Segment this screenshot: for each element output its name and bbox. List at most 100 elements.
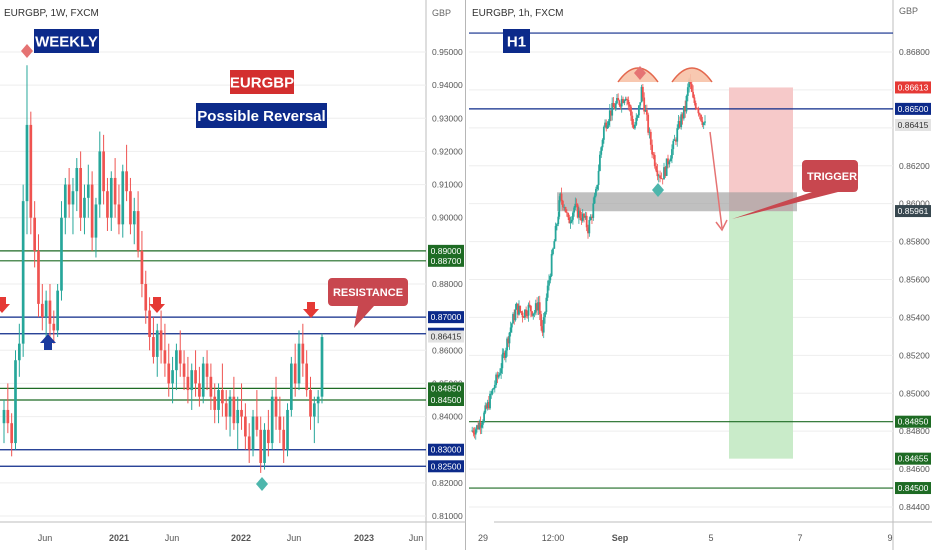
hourly-y-tick-label: 0.86800 xyxy=(899,47,930,57)
hourly-candle-body xyxy=(639,102,642,106)
hourly-candle-body xyxy=(598,154,601,171)
weekly-level-badge xyxy=(428,460,464,473)
top-pivot-diamond-icon xyxy=(20,44,33,58)
weekly-candle-body xyxy=(94,204,98,238)
hourly-candle-body xyxy=(644,110,647,112)
hourly-candle-body xyxy=(546,285,549,298)
hourly-candle-body xyxy=(544,311,546,318)
hourly-candle-body xyxy=(557,216,560,225)
hourly-price-badge-label: 0.84655 xyxy=(898,454,929,464)
weekly-current-price-badge xyxy=(428,330,464,343)
hourly-level-badge xyxy=(895,415,931,428)
weekly-chart-pane[interactable] xyxy=(0,51,426,517)
hourly-candle-body xyxy=(661,178,664,180)
weekly-candle-body xyxy=(213,396,217,410)
hourly-candle-body xyxy=(501,354,504,369)
hourly-candle-body xyxy=(688,79,691,88)
weekly-candle-body xyxy=(140,250,144,284)
hourly-candle-body xyxy=(620,98,623,107)
hourly-candle-body xyxy=(536,303,539,311)
weekly-level-badge xyxy=(428,244,464,257)
hourly-candle-body xyxy=(524,309,526,318)
hourly-candle-body xyxy=(583,213,585,218)
hourly-candle-body xyxy=(576,204,579,218)
hourly-chart-pane[interactable] xyxy=(469,32,893,508)
weekly-candle-body xyxy=(152,337,155,357)
hourly-candle-body xyxy=(652,154,655,156)
hourly-level-badge-label: 0.86500 xyxy=(898,104,929,114)
hourly-candle-body xyxy=(645,110,648,115)
weekly-candle-body xyxy=(286,409,289,450)
hourly-candle-body xyxy=(610,110,612,116)
hourly-chart-header: EURGBP, 1h, FXCM xyxy=(472,8,564,19)
weekly-candle-body xyxy=(236,409,240,424)
projection-line xyxy=(709,131,723,229)
weekly-candle-body xyxy=(90,184,94,238)
hourly-candle-body xyxy=(634,124,636,129)
top-pivot-diamond-icon xyxy=(634,66,646,80)
weekly-candle-body xyxy=(67,184,71,205)
hourly-candle-body xyxy=(600,147,603,155)
hourly-candle-body xyxy=(702,122,705,125)
hourly-candle-body xyxy=(526,315,529,317)
weekly-candle-body xyxy=(259,429,263,463)
weekly-candle-body xyxy=(136,211,140,251)
weekly-x-tick-label: 2023 xyxy=(354,533,374,543)
weekly-candle-body xyxy=(190,370,194,391)
hourly-badge xyxy=(503,29,530,53)
weekly-candle-body xyxy=(86,184,90,198)
weekly-candle-body xyxy=(113,177,117,205)
symbol-title-badge-label: EURGBP xyxy=(230,74,294,91)
hourly-candle-body xyxy=(616,97,618,104)
weekly-candle-body xyxy=(106,191,109,218)
hourly-candle-body xyxy=(533,312,536,314)
hourly-candle-body xyxy=(564,206,567,213)
hourly-candle-body xyxy=(505,350,507,358)
hourly-y-tick-label: 0.84800 xyxy=(899,426,930,436)
hourly-candle-body xyxy=(684,106,687,112)
double-top-arc-right xyxy=(671,67,713,83)
hourly-candle-body xyxy=(632,124,635,129)
weekly-candle-body xyxy=(33,217,36,251)
weekly-candle-body xyxy=(37,250,40,304)
hourly-x-tick-label: Sep xyxy=(612,533,629,543)
weekly-candle-body xyxy=(221,390,224,404)
hourly-candle-body xyxy=(685,95,688,112)
hourly-candle-body xyxy=(613,107,616,110)
hourly-candle-body xyxy=(675,139,677,142)
hourly-candle-body xyxy=(480,424,483,428)
hourly-candle-body xyxy=(588,220,591,234)
weekly-level-badge xyxy=(428,254,464,267)
hourly-candle-body xyxy=(478,422,481,429)
hourly-level-badge-label: 0.84500 xyxy=(898,483,929,493)
hourly-candle-body xyxy=(681,114,684,119)
hourly-candle-body xyxy=(496,374,499,378)
hourly-badge-label: H1 xyxy=(507,33,526,50)
trigger-zone xyxy=(557,192,797,212)
annotations: WEEKLY EURGBP Possible Reversal RESISTANCE E… xyxy=(0,8,858,491)
projection-arrowhead-icon xyxy=(715,219,728,232)
hourly-candle-body xyxy=(574,203,577,208)
weekly-candle-body xyxy=(60,217,63,291)
weekly-candle-body xyxy=(56,290,59,331)
weekly-candle-body xyxy=(274,396,278,417)
price-axes: GBP 0.81000 0.82000 0.83000 0.84000 0.85000 0.… xyxy=(38,6,931,543)
hourly-candle-body xyxy=(490,393,493,395)
weekly-candle-body xyxy=(278,416,282,430)
hourly-candle-body xyxy=(474,429,477,435)
hourly-candle-body xyxy=(502,352,505,355)
hourly-candle-body xyxy=(554,226,557,242)
hourly-candle-body xyxy=(630,106,632,116)
hourly-x-tick-label: 9 xyxy=(887,533,892,543)
weekly-level-badge-label: 0.84500 xyxy=(431,395,462,405)
hourly-x-tick-label: 12:00 xyxy=(542,533,565,543)
hourly-candle-body xyxy=(522,317,525,319)
weekly-candle-body xyxy=(144,284,148,311)
weekly-x-tick-label: Jun xyxy=(38,533,53,543)
take-profit-zone xyxy=(729,211,793,459)
weekly-y-tick-label: 0.93000 xyxy=(432,113,463,123)
hourly-candle-body xyxy=(538,302,541,315)
weekly-x-tick-label: 2022 xyxy=(231,533,251,543)
weekly-candle-body xyxy=(175,350,178,371)
hourly-currency-label: GBP xyxy=(899,6,918,16)
